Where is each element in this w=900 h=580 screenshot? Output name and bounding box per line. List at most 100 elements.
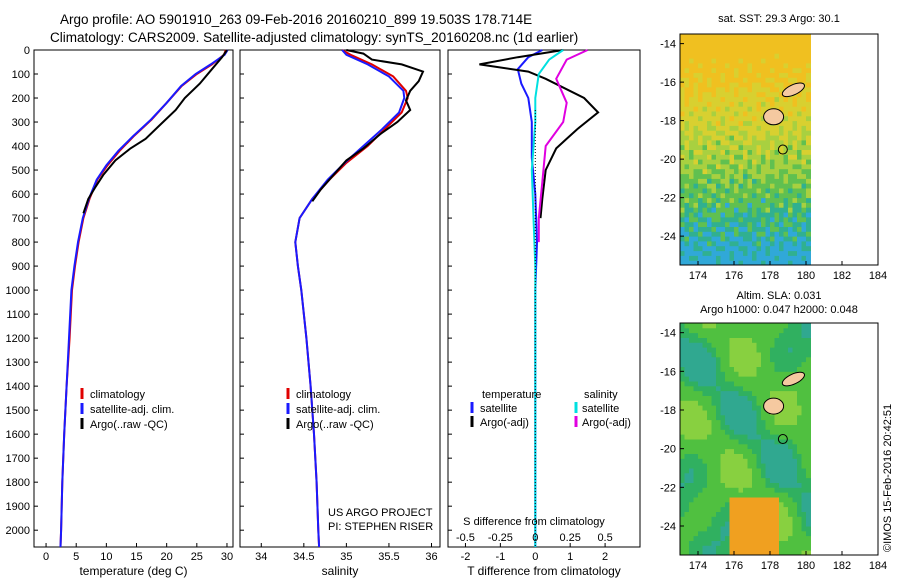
map-title: sat. SST: 29.3 Argo: 30.1 <box>718 13 840 25</box>
x-tick-label: 35.5 <box>378 551 399 563</box>
x2-tick-label: -0.25 <box>488 532 513 544</box>
y-tick-label: 800 <box>12 237 30 249</box>
x-axis-label: T difference from climatology <box>467 564 621 578</box>
island-vanua-levu <box>781 82 805 98</box>
x-tick-label: 25 <box>191 551 203 563</box>
plot-frame-salinity-profile <box>239 49 441 548</box>
map-title: Altim. SLA: 0.031 <box>737 290 822 302</box>
series-line-s-argo <box>537 49 589 243</box>
map-field-sla-map <box>680 323 811 556</box>
series-line-s-satellite <box>530 49 564 547</box>
y-tick-label: 1800 <box>6 477 30 489</box>
x2-tick-label: 0.25 <box>559 532 580 544</box>
x-tick-label: 20 <box>161 551 173 563</box>
x-tick-label: -1 <box>495 551 505 563</box>
legend-label: climatology <box>296 389 352 401</box>
legend-label: Argo(-adj) <box>480 417 529 429</box>
y-tick-label: -22 <box>660 193 676 205</box>
x-tick-label: 0 <box>43 551 49 563</box>
x-axis-label: salinity <box>322 564 359 578</box>
x-tick-label: 34.5 <box>293 551 314 563</box>
x-tick-label: 35 <box>340 551 352 563</box>
pi-annotation: PI: STEPHEN RISER <box>328 521 433 533</box>
x-tick-label: 178 <box>761 560 779 572</box>
series-line-argo <box>82 49 228 214</box>
island-vanua-levu <box>781 371 805 387</box>
x-tick-label: 15 <box>130 551 142 563</box>
plot-frame-difference-profile <box>447 49 641 548</box>
figure-title-line1: Argo profile: AO 5901910_263 09-Feb-2016… <box>60 12 533 27</box>
y-tick-label: -24 <box>660 521 676 533</box>
y-tick-label: 1000 <box>6 285 30 297</box>
series-line-climatology <box>294 49 409 548</box>
map-frame <box>679 33 879 266</box>
legend-label: satellite-adj. clim. <box>90 404 174 416</box>
series-line-t-satellite <box>516 49 543 547</box>
x-tick-label: 174 <box>689 560 707 572</box>
y-tick-label: 1300 <box>6 357 30 369</box>
legend-label: temperature <box>482 389 541 401</box>
y-tick-label: 1200 <box>6 333 30 345</box>
x-tick-label: 1 <box>567 551 573 563</box>
y-tick-label: -14 <box>660 39 676 51</box>
legend-label: satellite-adj. clim. <box>296 404 380 416</box>
x2-tick-label: 0.5 <box>597 532 612 544</box>
x-tick-label: 36 <box>425 551 437 563</box>
x-tick-label: 176 <box>725 560 743 572</box>
y-tick-label: -20 <box>660 154 676 166</box>
y-tick-label: 100 <box>12 69 30 81</box>
series-line-argo <box>311 49 425 202</box>
y-tick-label: 1600 <box>6 429 30 441</box>
y-tick-label: 900 <box>12 261 30 273</box>
series-line-satellite <box>59 49 229 548</box>
legend-label: Argo(-adj) <box>582 417 631 429</box>
y-tick-label: 1700 <box>6 453 30 465</box>
y-tick-label: -20 <box>660 444 676 456</box>
x2-tick-label: -0.5 <box>456 532 475 544</box>
y-tick-label: 700 <box>12 213 30 225</box>
map-title: Argo h1000: 0.047 h2000: 0.048 <box>700 304 858 316</box>
x2-tick-label: 0 <box>532 532 538 544</box>
x-tick-label: -2 <box>461 551 471 563</box>
y-tick-label: 600 <box>12 189 30 201</box>
legend-label: Argo(..raw -QC) <box>90 419 168 431</box>
legend-label: salinity <box>584 389 618 401</box>
x-tick-label: 34 <box>255 551 267 563</box>
x-tick-label: 184 <box>869 560 887 572</box>
y-tick-label: 200 <box>12 93 30 105</box>
x-tick-label: 10 <box>100 551 112 563</box>
x-tick-label: 30 <box>221 551 233 563</box>
y-tick-label: 1100 <box>6 309 30 321</box>
x-tick-label: 5 <box>73 551 79 563</box>
pi-annotation: US ARGO PROJECT <box>328 507 433 519</box>
y-tick-label: 0 <box>24 45 30 57</box>
plot-frame-temperature-profile <box>33 49 234 548</box>
figure-title-line2: Climatology: CARS2009. Satellite-adjuste… <box>50 30 579 45</box>
y-tick-label: -16 <box>660 77 676 89</box>
y-tick-label: 1400 <box>6 381 30 393</box>
legend-label: satellite <box>582 403 619 415</box>
timestamp: ©IMOS 15-Feb-2016 20:42:51 <box>882 403 894 552</box>
x-tick-label: 184 <box>869 270 887 282</box>
x-tick-label: 0 <box>532 551 538 563</box>
map-field-sst-map <box>680 34 811 266</box>
y-tick-label: 400 <box>12 141 30 153</box>
y-tick-label: -18 <box>660 116 676 128</box>
x-axis-label: temperature (deg C) <box>79 564 187 578</box>
argo-float-marker <box>777 144 788 155</box>
y-tick-label: 1500 <box>6 405 30 417</box>
y-tick-label: 1900 <box>6 501 30 513</box>
x-tick-label: 174 <box>689 270 707 282</box>
series-line-climatology <box>59 49 227 548</box>
island-viti-levu <box>763 397 785 415</box>
series-line-satellite <box>294 49 406 548</box>
legend-label: climatology <box>90 389 146 401</box>
y-tick-label: 500 <box>12 165 30 177</box>
y-tick-label: -16 <box>660 366 676 378</box>
map-frame <box>679 322 879 556</box>
y-tick-label: -14 <box>660 328 676 340</box>
x-tick-label: 180 <box>797 560 815 572</box>
y-tick-label: -18 <box>660 405 676 417</box>
y-tick-label: 300 <box>12 117 30 129</box>
